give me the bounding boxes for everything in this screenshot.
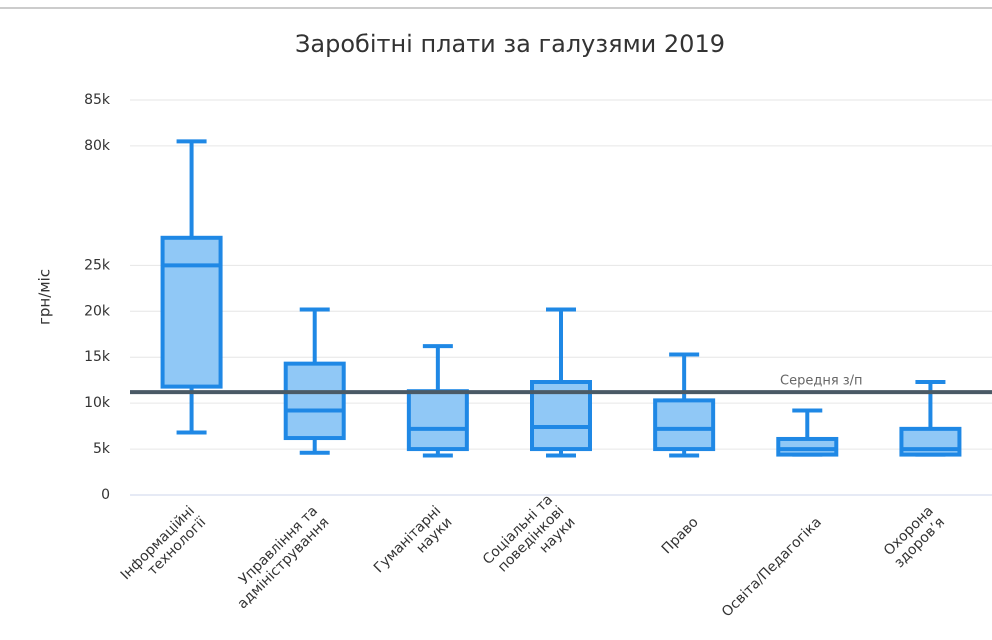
x-tick-label: Управління таадміністрування bbox=[223, 503, 332, 612]
y-tick-label: 15k bbox=[84, 349, 111, 365]
x-tick-line: Право bbox=[659, 514, 702, 557]
x-tick-label: Охороназдоров’я bbox=[880, 503, 948, 571]
x-tick-line: Освіта/Педагогіка bbox=[719, 514, 825, 620]
y-tick-label: 20k bbox=[84, 303, 111, 319]
box bbox=[160, 235, 223, 389]
box bbox=[406, 389, 469, 452]
y-tick-label: 85k bbox=[84, 92, 111, 108]
y-tick-label: 25k bbox=[84, 257, 111, 273]
y-tick-label: 5k bbox=[93, 441, 111, 457]
plot-line-label: Середня з/п bbox=[780, 374, 863, 389]
x-tick-label: Гуманітарнінауки bbox=[371, 503, 456, 588]
x-tick-label: Право bbox=[659, 514, 702, 557]
y-tick-label: 0 bbox=[101, 487, 110, 503]
x-tick-label: Освіта/Педагогіка bbox=[719, 514, 825, 620]
x-tick-label: Інформаційнітехнології bbox=[118, 503, 210, 595]
y-tick-label: 80k bbox=[84, 138, 111, 154]
y-axis-label: грн/міс bbox=[36, 269, 54, 325]
chart-title: Заробітні плати за галузями 2019 bbox=[295, 30, 725, 58]
box bbox=[283, 361, 346, 441]
box bbox=[776, 436, 839, 457]
x-tick-label: Соціальні таповедінковінауки bbox=[480, 492, 579, 591]
y-tick-label: 10k bbox=[84, 395, 111, 411]
box bbox=[653, 398, 716, 452]
